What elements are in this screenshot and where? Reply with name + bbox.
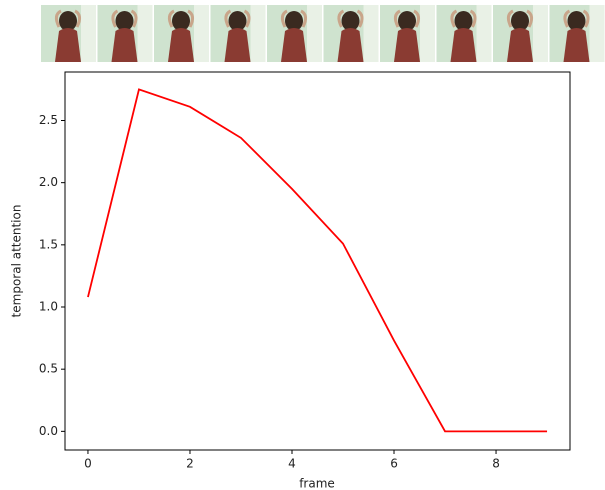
frame-thumbnail bbox=[378, 3, 437, 64]
frame-thumbnail bbox=[96, 3, 154, 64]
video-frames bbox=[39, 3, 605, 64]
y-tick-label: 0.0 bbox=[39, 424, 58, 438]
x-tick-label: 4 bbox=[288, 457, 296, 471]
frame-thumbnail bbox=[209, 3, 267, 64]
x-tick-label: 8 bbox=[492, 457, 500, 471]
x-tick-label: 0 bbox=[84, 457, 92, 471]
y-tick-label: 2.5 bbox=[39, 113, 58, 127]
frame-thumbnail bbox=[435, 3, 493, 64]
frame-thumbnail bbox=[39, 3, 98, 64]
frame-thumbnail bbox=[152, 3, 211, 64]
y-tick-label: 1.0 bbox=[39, 300, 58, 314]
line bbox=[87, 88, 548, 433]
plot-frame bbox=[64, 71, 571, 451]
frame-thumbnail bbox=[548, 3, 605, 64]
x-tick-label: 2 bbox=[186, 457, 194, 471]
y-tick-label: 0.5 bbox=[39, 362, 58, 376]
frame-thumbnail bbox=[491, 3, 550, 64]
y-axis-label: temporal attention bbox=[10, 205, 24, 318]
y-tick-label: 1.5 bbox=[39, 237, 58, 251]
x-tick-label: 6 bbox=[390, 457, 398, 471]
y-tick-label: 2.0 bbox=[39, 175, 58, 189]
frame-thumbnail bbox=[322, 3, 380, 64]
frame-thumbnail bbox=[265, 3, 324, 64]
x-axis-label: frame bbox=[299, 477, 335, 490]
